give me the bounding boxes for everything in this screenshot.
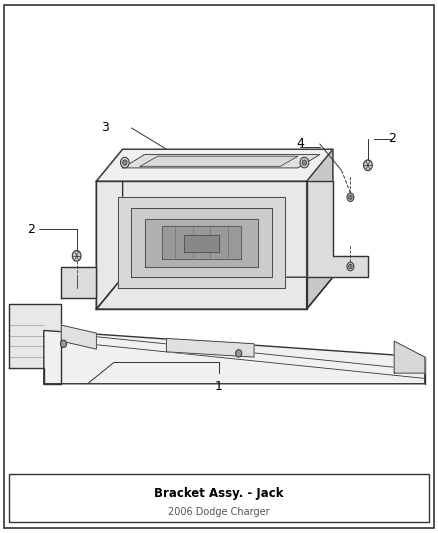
Polygon shape — [145, 219, 258, 266]
Text: 4: 4 — [296, 138, 304, 150]
Circle shape — [60, 340, 67, 348]
Circle shape — [123, 160, 127, 165]
Polygon shape — [123, 155, 320, 168]
Circle shape — [349, 264, 352, 269]
Polygon shape — [307, 181, 368, 277]
Circle shape — [302, 160, 307, 165]
Polygon shape — [307, 149, 333, 309]
Text: 2: 2 — [388, 132, 396, 145]
Circle shape — [347, 262, 354, 271]
Polygon shape — [96, 149, 333, 181]
Text: 1: 1 — [215, 380, 223, 393]
Text: 2006 Dodge Charger: 2006 Dodge Charger — [168, 507, 270, 516]
Polygon shape — [61, 266, 96, 298]
Text: Bracket Assy. - Jack: Bracket Assy. - Jack — [154, 487, 284, 499]
Text: 2: 2 — [27, 223, 35, 236]
Polygon shape — [96, 149, 123, 309]
Polygon shape — [394, 341, 425, 373]
Polygon shape — [44, 330, 425, 384]
Text: 3: 3 — [101, 122, 109, 134]
Circle shape — [120, 157, 129, 168]
Circle shape — [72, 251, 81, 261]
Circle shape — [347, 193, 354, 201]
Circle shape — [364, 160, 372, 171]
Circle shape — [349, 195, 352, 199]
Circle shape — [236, 350, 242, 357]
Polygon shape — [9, 304, 61, 384]
Polygon shape — [96, 181, 307, 309]
FancyBboxPatch shape — [9, 474, 429, 522]
Polygon shape — [118, 197, 285, 288]
Polygon shape — [61, 325, 96, 349]
Polygon shape — [166, 338, 254, 357]
Polygon shape — [140, 156, 298, 166]
Polygon shape — [162, 226, 241, 259]
Polygon shape — [96, 277, 333, 309]
Polygon shape — [184, 235, 219, 252]
Polygon shape — [131, 208, 272, 277]
Circle shape — [300, 157, 309, 168]
